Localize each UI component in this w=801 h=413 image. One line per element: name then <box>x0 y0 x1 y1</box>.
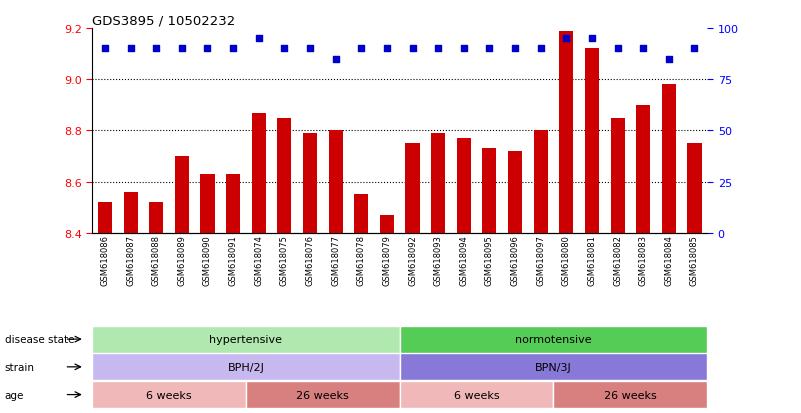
Bar <box>457 139 471 233</box>
Bar <box>200 175 215 233</box>
Bar <box>226 175 240 233</box>
Bar <box>662 85 676 233</box>
Point <box>124 46 137 53</box>
Bar <box>123 192 138 233</box>
Text: GDS3895 / 10502232: GDS3895 / 10502232 <box>92 15 235 28</box>
Text: disease state: disease state <box>5 334 74 344</box>
Bar <box>400 354 707 380</box>
Bar <box>508 152 522 233</box>
Point <box>483 46 496 53</box>
Bar <box>585 50 599 233</box>
Bar <box>380 216 394 233</box>
Bar <box>92 381 246 408</box>
Text: BPN/3J: BPN/3J <box>535 362 572 372</box>
Bar <box>328 131 343 233</box>
Point <box>252 36 265 43</box>
Point <box>688 46 701 53</box>
Bar <box>553 381 707 408</box>
Bar <box>98 203 112 233</box>
Bar <box>252 113 266 233</box>
Point <box>201 46 214 53</box>
Point <box>586 36 598 43</box>
Bar <box>400 326 707 353</box>
Point <box>304 46 316 53</box>
Bar <box>303 134 317 233</box>
Text: normotensive: normotensive <box>515 334 592 344</box>
Point <box>457 46 470 53</box>
Point <box>509 46 521 53</box>
Text: 26 weeks: 26 weeks <box>604 389 657 400</box>
Bar <box>687 144 702 233</box>
Bar <box>610 119 625 233</box>
Point <box>355 46 368 53</box>
Point <box>662 56 675 63</box>
Bar <box>277 119 292 233</box>
Bar <box>431 134 445 233</box>
Text: strain: strain <box>5 362 34 372</box>
Text: 26 weeks: 26 weeks <box>296 389 349 400</box>
Point <box>278 46 291 53</box>
Bar <box>354 195 368 233</box>
Text: hypertensive: hypertensive <box>209 334 283 344</box>
Point <box>432 46 445 53</box>
Point <box>99 46 111 53</box>
Point <box>611 46 624 53</box>
Bar <box>149 203 163 233</box>
Point <box>380 46 393 53</box>
Bar <box>559 31 574 233</box>
Point <box>560 36 573 43</box>
Text: BPH/2J: BPH/2J <box>227 362 264 372</box>
Point <box>329 56 342 63</box>
Bar <box>92 354 400 380</box>
Point <box>637 46 650 53</box>
Bar <box>92 326 400 353</box>
Bar <box>533 131 548 233</box>
Text: 6 weeks: 6 weeks <box>147 389 191 400</box>
Bar <box>405 144 420 233</box>
Bar <box>175 157 189 233</box>
Point <box>227 46 239 53</box>
Text: 6 weeks: 6 weeks <box>454 389 499 400</box>
Bar <box>400 381 553 408</box>
Point <box>406 46 419 53</box>
Point <box>150 46 163 53</box>
Text: age: age <box>5 389 24 400</box>
Point <box>175 46 188 53</box>
Bar <box>246 381 400 408</box>
Bar <box>636 106 650 233</box>
Point <box>534 46 547 53</box>
Bar <box>482 149 497 233</box>
